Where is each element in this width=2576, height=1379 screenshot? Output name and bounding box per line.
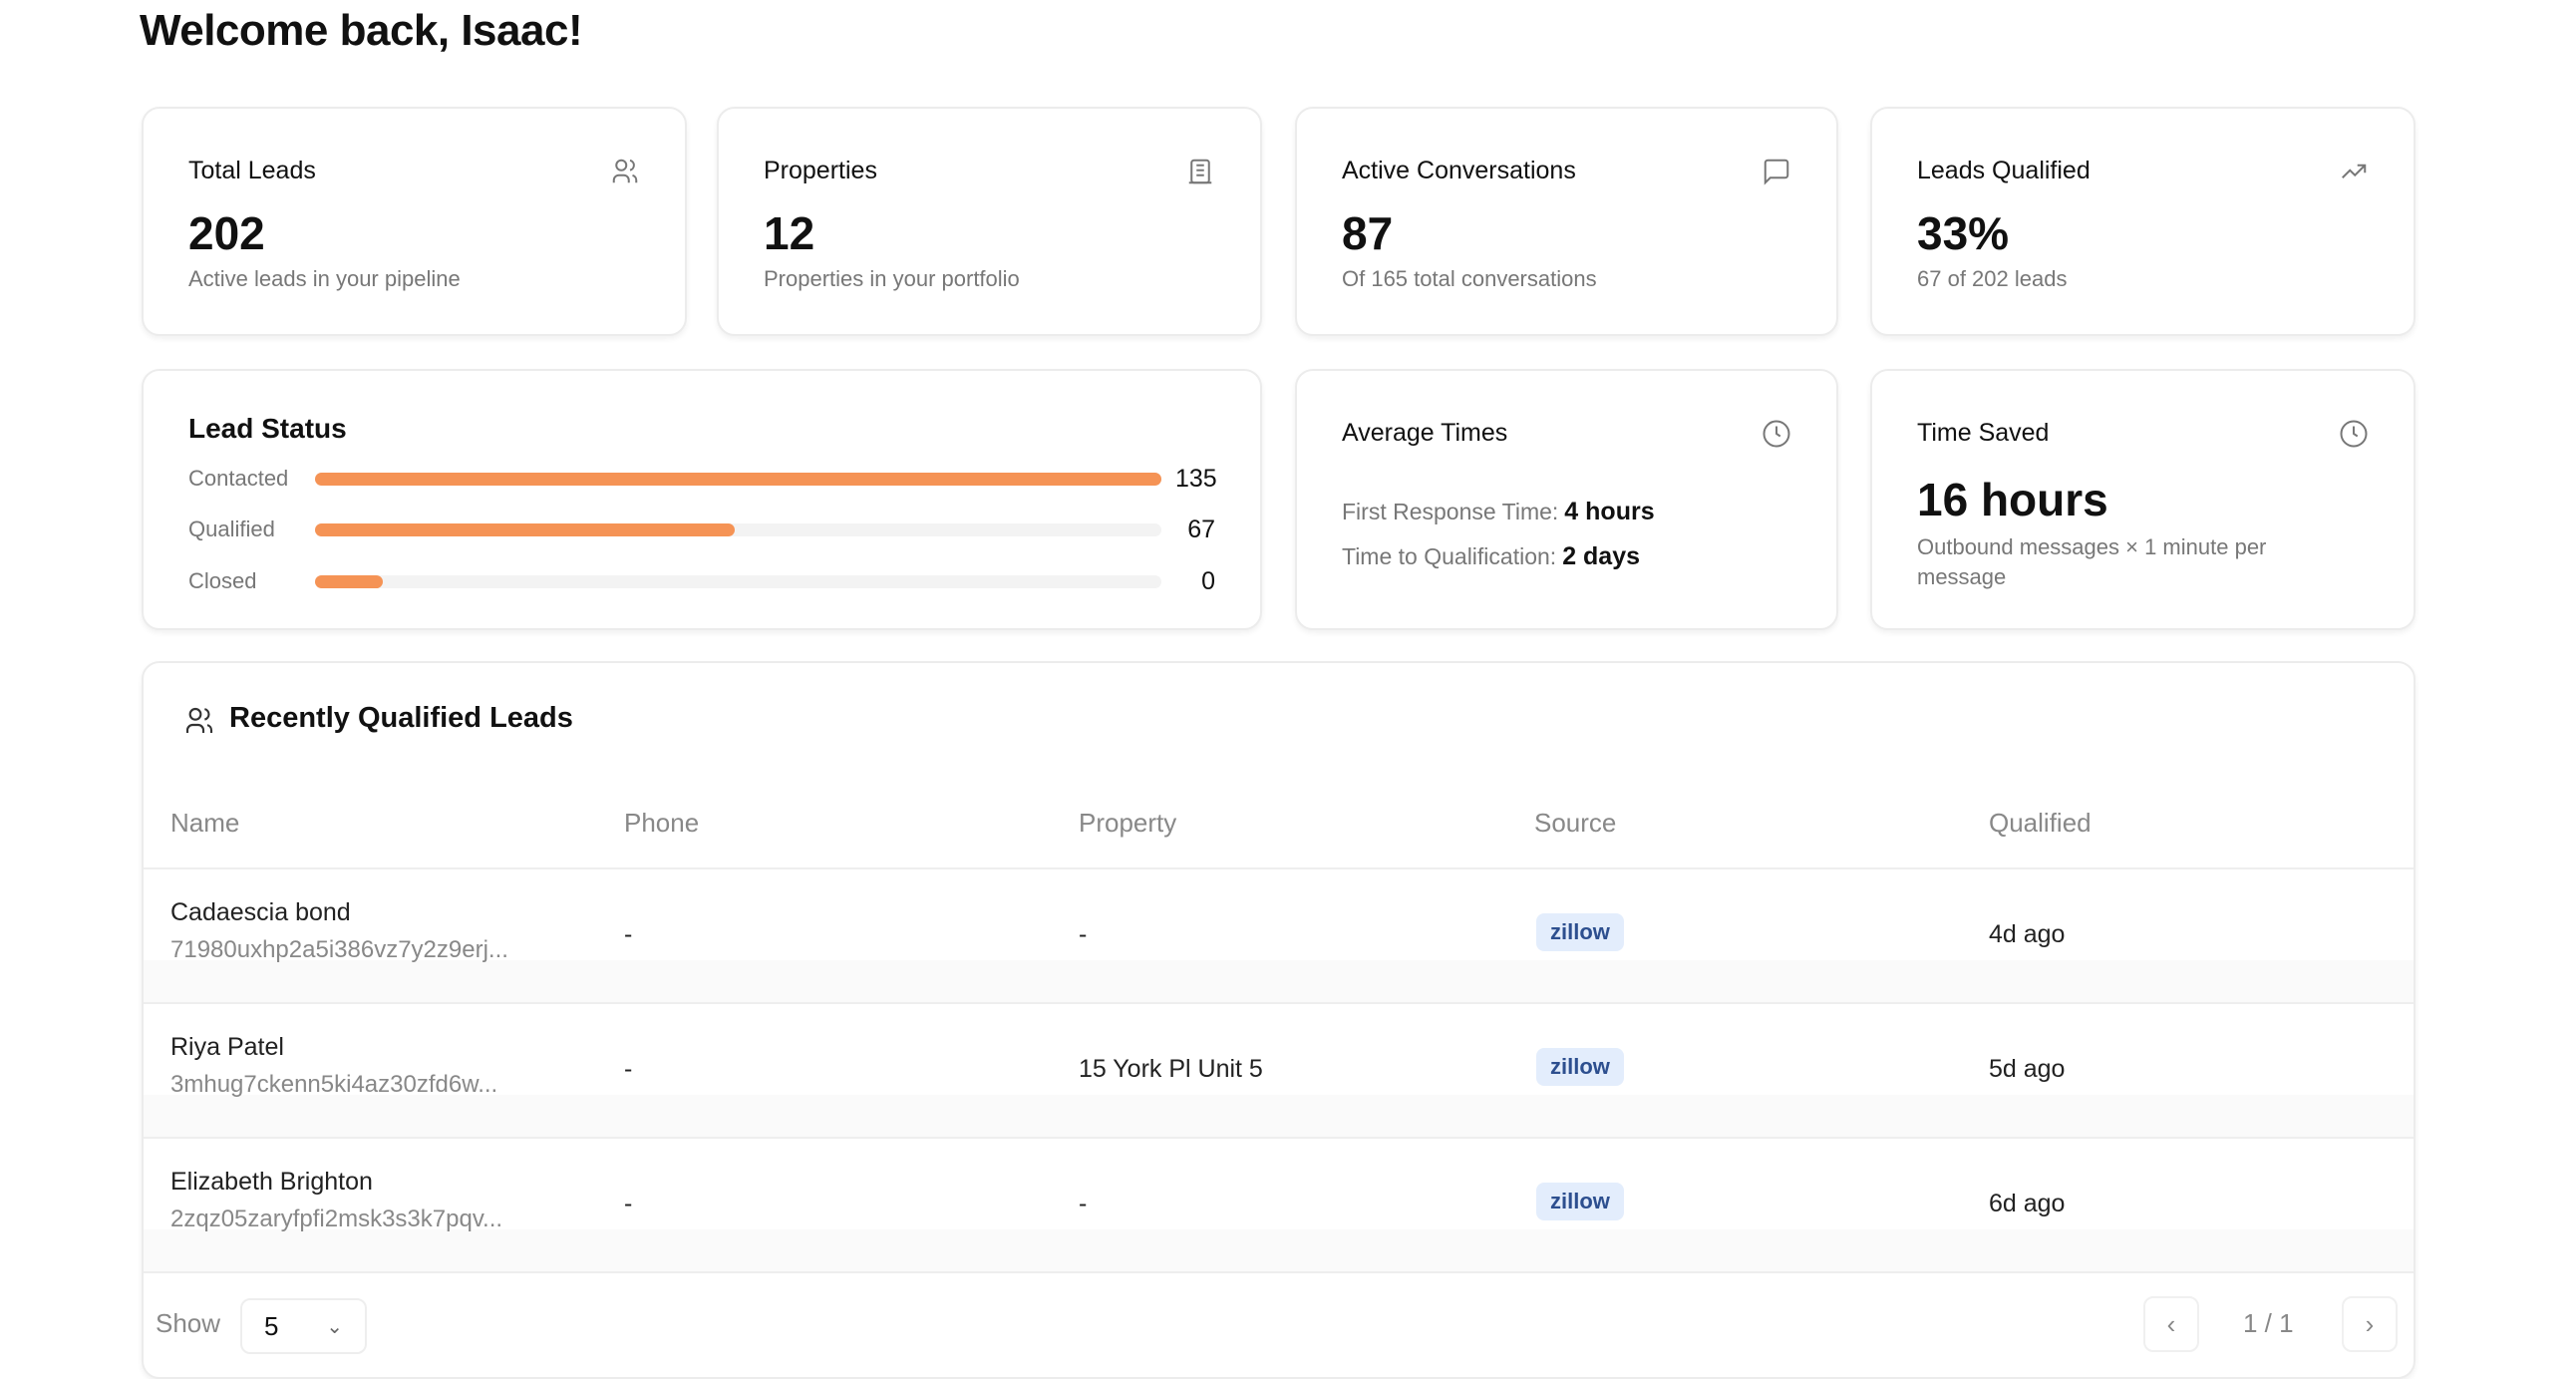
page-size-value: 5 [264,1310,279,1341]
lead-status-title: Lead Status [188,413,347,444]
qualified-time: 5d ago [1989,1055,2066,1083]
stat-card-active-conversations: Active Conversations 87 Of 165 total con… [1295,107,1838,336]
stat-card-total-leads: Total Leads 202 Active leads in your pip… [142,107,687,336]
lead-name[interactable]: Elizabeth Brighton [170,1168,373,1196]
lead-id: 71980uxhp2a5i386vz7y2z9erj... [170,936,508,963]
page-size-select[interactable]: 5 ⌄ [240,1298,367,1354]
lead-property: - [1079,920,1088,948]
column-header-property[interactable]: Property [1079,808,1177,838]
status-row-closed: Closed 0 [188,566,1215,596]
stat-subtitle: Properties in your portfolio [764,266,1020,291]
show-label: Show [156,1308,221,1338]
stat-subtitle: Of 165 total conversations [1342,266,1597,291]
first-response-time: First Response Time: 4 hours [1342,498,1655,526]
row-shade [144,1229,2414,1272]
status-label: Contacted [188,466,289,491]
stat-value: 33% [1917,207,2010,259]
status-row-qualified: Qualified 67 [188,515,1215,544]
time-saved-title: Time Saved [1917,419,2050,447]
stat-subtitle: Active leads in your pipeline [188,266,461,291]
status-value: 135 [1175,464,1217,493]
users-icon [612,159,638,183]
lead-phone: - [624,1055,633,1083]
qualification-label: Time to Qualification: [1342,543,1557,569]
column-header-qualified[interactable]: Qualified [1989,808,2092,838]
stat-title: Active Conversations [1342,157,1576,184]
table-title: Recently Qualified Leads [229,702,573,734]
row-divider [144,1002,2414,1004]
table-row[interactable]: Riya Patel 3mhug7ckenn5ki4az30zfd6w... -… [144,1003,2414,1139]
status-bar-track [315,472,1161,486]
time-saved-value: 16 hours [1917,474,2108,525]
status-label: Closed [188,568,257,593]
stat-title: Properties [764,157,877,184]
next-page-button[interactable]: › [2342,1296,2398,1352]
average-times-card: Average Times First Response Time: 4 hour… [1295,369,1838,630]
chevron-right-icon: › [2365,1308,2375,1339]
row-shade [144,1095,2414,1138]
stat-card-properties: Properties 12 Properties in your portfol… [717,107,1262,336]
header-divider [144,867,2414,869]
chevron-down-icon: ⌄ [326,1315,343,1338]
lead-name[interactable]: Cadaescia bond [170,898,351,926]
lead-phone: - [624,920,633,948]
status-value: 67 [1187,515,1215,543]
stat-card-leads-qualified: Leads Qualified 33% 67 of 202 leads [1870,107,2415,336]
chevron-left-icon: ‹ [2166,1308,2176,1339]
status-bar-track [315,522,1161,536]
building-icon [1188,159,1212,184]
source-badge: zillow [1536,1048,1624,1086]
stat-value: 87 [1342,207,1394,259]
stat-value: 12 [764,207,815,259]
stat-subtitle: 67 of 202 leads [1917,266,2068,291]
source-badge: zillow [1536,1183,1624,1220]
stat-value: 202 [188,207,265,259]
previous-page-button[interactable]: ‹ [2143,1296,2199,1352]
row-divider [144,1271,2414,1273]
table-row[interactable]: Cadaescia bond 71980uxhp2a5i386vz7y2z9er… [144,868,2414,1004]
lead-property: 15 York Pl Unit 5 [1079,1055,1263,1083]
lead-id: 2zqz05zaryfpfi2msk3s3k7pqv... [170,1206,503,1232]
qualified-time: 4d ago [1989,920,2066,948]
message-square-icon [1764,159,1789,185]
time-to-qualification: Time to Qualification: 2 days [1342,542,1640,571]
column-header-phone[interactable]: Phone [624,808,700,838]
trending-up-icon [2342,164,2367,178]
status-bar-fill [315,522,736,536]
stat-title: Total Leads [188,157,316,184]
qualification-value: 2 days [1562,542,1641,570]
column-header-source[interactable]: Source [1534,808,1617,838]
status-row-contacted: Contacted 135 [188,464,1217,494]
lead-phone: - [624,1190,633,1217]
status-bar-fill [315,574,383,588]
row-shade [144,960,2414,1003]
page-indicator: 1 / 1 [2243,1308,2294,1338]
page-title: Welcome back, Isaac! [140,6,583,55]
lead-status-card: Lead Status Contacted 135 Qualified 67 C… [142,369,1262,630]
average-times-title: Average Times [1342,419,1508,447]
status-label: Qualified [188,517,275,541]
column-header-name[interactable]: Name [170,808,240,838]
first-response-label: First Response Time: [1342,499,1559,524]
status-bar-track [315,574,1161,588]
table-row[interactable]: Elizabeth Brighton 2zqz05zaryfpfi2msk3s3… [144,1138,2414,1273]
lead-property: - [1079,1190,1088,1217]
stat-title: Leads Qualified [1917,157,2091,184]
clock-icon [2340,420,2368,448]
status-bar-fill [315,472,1161,486]
clock-icon [1763,420,1790,448]
source-badge: zillow [1536,913,1624,951]
status-value: 0 [1201,566,1215,595]
time-saved-card: Time Saved 16 hours Outbound messages × … [1870,369,2415,630]
qualified-time: 6d ago [1989,1190,2066,1217]
lead-id: 3mhug7ckenn5ki4az30zfd6w... [170,1071,498,1098]
lead-name[interactable]: Riya Patel [170,1033,284,1061]
first-response-value: 4 hours [1564,498,1655,525]
users-icon [185,707,213,733]
row-divider [144,1137,2414,1139]
time-saved-subtitle: Outbound messages × 1 minute per message [1917,534,2267,589]
